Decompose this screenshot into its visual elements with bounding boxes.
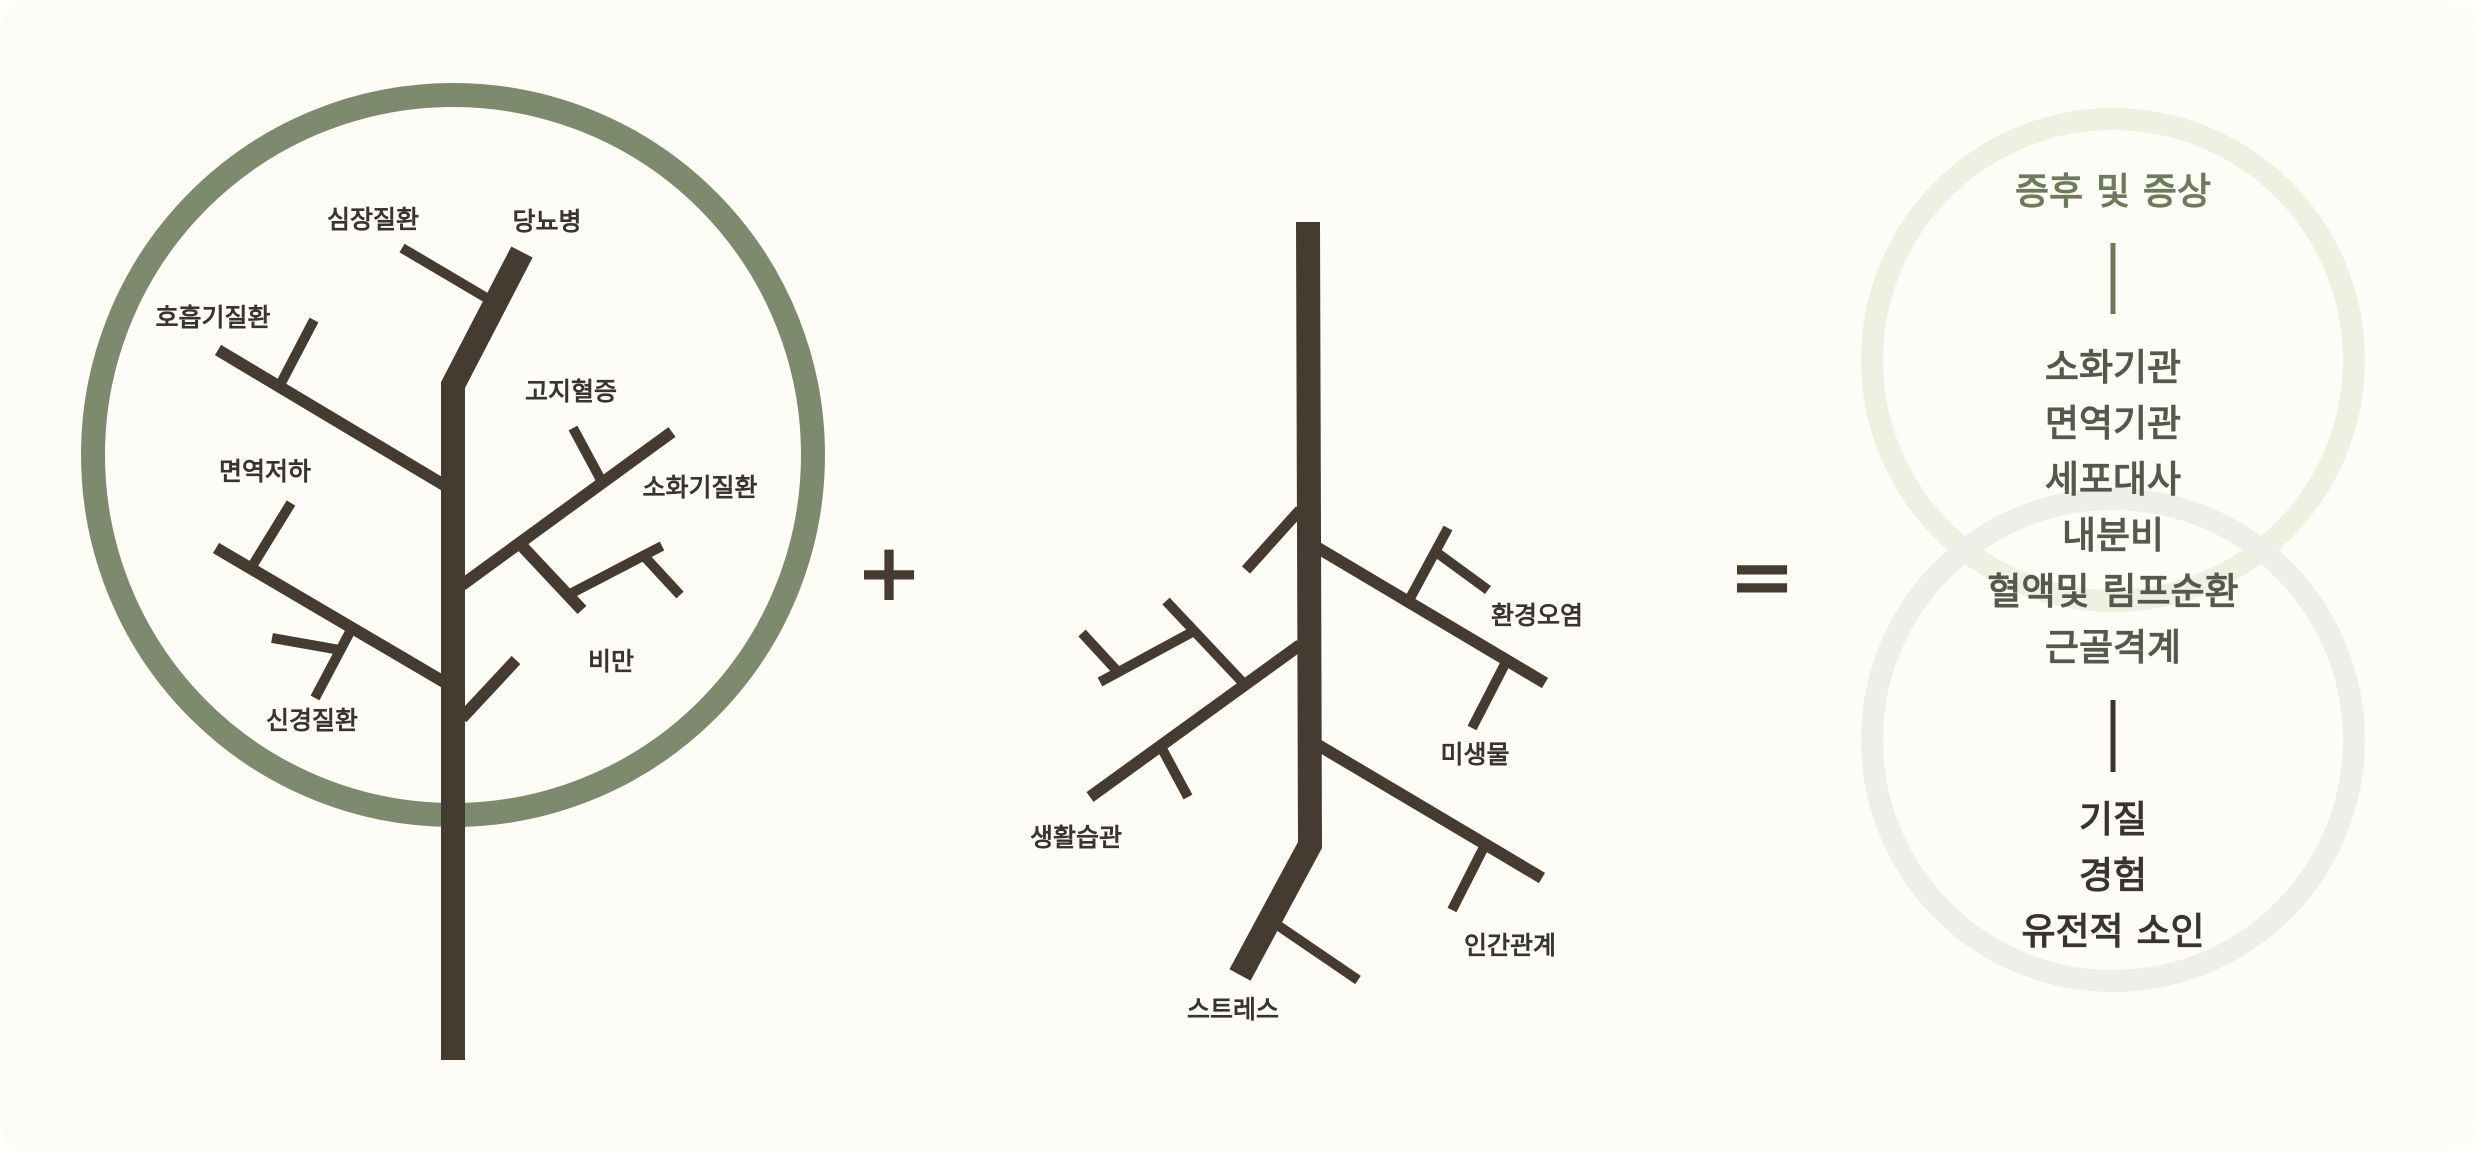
twig-hyperlipidemia bbox=[568, 425, 606, 483]
lower-ring bbox=[1861, 488, 2365, 992]
system-item: 근골격계 bbox=[2045, 626, 2181, 669]
label-hyperlipidemia: 고지혈증 bbox=[525, 377, 617, 406]
label-microbes: 미생물 bbox=[1440, 740, 1509, 769]
summary-heading: 증후 및 증상 bbox=[2015, 170, 2211, 213]
twig-lifestyle-b bbox=[1162, 597, 1250, 690]
system-item: 혈액및 림프순환 bbox=[1987, 570, 2238, 613]
equals-operator: = bbox=[1728, 530, 1795, 623]
label-heart-disease: 심장질환 bbox=[327, 205, 419, 234]
root-upper-left bbox=[1241, 506, 1305, 574]
label-diabetes: 당뇨병 bbox=[512, 207, 581, 236]
twig-lifestyle-d bbox=[1078, 629, 1122, 676]
twig-stress bbox=[1267, 915, 1361, 985]
branch-heart bbox=[399, 243, 493, 305]
twig-respiratory bbox=[275, 317, 319, 388]
label-digestive: 소화기질환 bbox=[642, 473, 757, 502]
root-lifestyle bbox=[1086, 640, 1304, 802]
label-obesity: 비만 bbox=[588, 647, 634, 676]
root-branches bbox=[1078, 221, 1549, 985]
plus-operator: + bbox=[855, 526, 922, 619]
root-stem bbox=[1229, 221, 1323, 981]
branch-immune bbox=[212, 542, 448, 688]
cause-item: 경험 bbox=[2079, 854, 2147, 897]
twig-pollution bbox=[1403, 525, 1453, 605]
system-item: 소화기관 bbox=[2045, 346, 2181, 389]
twig-immune bbox=[246, 500, 296, 571]
twig-neuro-a bbox=[310, 625, 357, 701]
twig-neuro-b bbox=[271, 633, 341, 655]
branch-digestive bbox=[458, 427, 676, 590]
system-item: 세포대사 bbox=[2045, 458, 2181, 501]
cause-item: 기질 bbox=[2079, 798, 2147, 841]
root-relationships bbox=[1314, 739, 1546, 884]
label-lifestyle: 생활습관 bbox=[1030, 823, 1122, 852]
twig-lifestyle bbox=[1155, 742, 1193, 800]
system-item: 내분비 bbox=[2062, 514, 2164, 557]
label-relationships: 인간관계 bbox=[1464, 931, 1556, 960]
twig-pollution-b bbox=[1433, 547, 1491, 595]
upper-ring bbox=[1861, 108, 2365, 612]
root-pollution bbox=[1314, 542, 1549, 689]
label-immune-deficiency: 면역저하 bbox=[219, 457, 311, 486]
twig-microbes bbox=[1467, 659, 1511, 731]
branch-respiratory bbox=[214, 344, 448, 491]
branch-lower-right bbox=[457, 655, 521, 723]
branch-obesity bbox=[516, 540, 587, 615]
label-neurological: 신경질환 bbox=[266, 706, 358, 735]
system-item: 면역기관 bbox=[2045, 402, 2181, 445]
tree-trunk bbox=[441, 246, 533, 1060]
twig-relationships bbox=[1447, 842, 1490, 913]
label-respiratory: 호흡기질환 bbox=[155, 303, 270, 332]
label-stress: 스트레스 bbox=[1187, 995, 1279, 1024]
label-pollution: 환경오염 bbox=[1491, 601, 1583, 630]
cause-item: 유전적 소인 bbox=[2021, 910, 2204, 953]
tree-branches bbox=[212, 243, 684, 1060]
twig-obesity-b bbox=[640, 552, 684, 599]
